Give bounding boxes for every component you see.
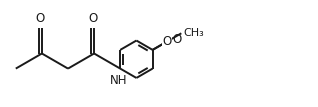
Text: O: O	[36, 12, 45, 25]
Text: O: O	[172, 33, 182, 46]
Text: O: O	[162, 35, 172, 48]
Text: CH₃: CH₃	[184, 28, 204, 38]
Text: NH: NH	[110, 74, 128, 87]
Text: O: O	[88, 12, 97, 25]
